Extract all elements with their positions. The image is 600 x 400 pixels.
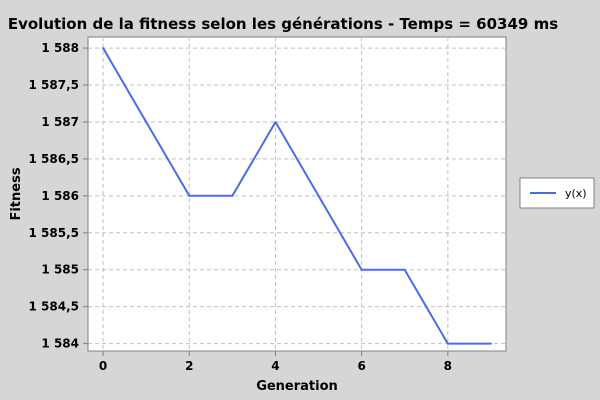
x-tick-label: 6 (357, 359, 365, 373)
data-point (360, 268, 363, 271)
data-point (446, 342, 449, 345)
data-point (231, 194, 234, 197)
y-tick-label: 1 585 (41, 263, 79, 277)
legend-label: y(x) (565, 187, 587, 200)
series-line (102, 47, 491, 345)
legend: y(x) (519, 177, 595, 209)
y-tick-label: 1 588 (41, 41, 79, 55)
y-tick-label: 1 584 (41, 337, 79, 351)
data-point (274, 120, 277, 123)
series (102, 47, 492, 345)
chart-title: Evolution de la fitness selon les généra… (8, 15, 558, 33)
x-axis-ticks: 0 2 4 6 8 (99, 351, 452, 373)
x-axis-label: Generation (256, 379, 338, 394)
data-point (317, 194, 320, 197)
y-tick-label: 1 586,5 (29, 152, 79, 166)
x-tick-label: 2 (185, 359, 193, 373)
y-tick-label: 1 586 (41, 189, 79, 203)
axes (87, 37, 506, 352)
y-tick-label: 1 587 (41, 115, 79, 129)
y-tick-label: 1 584,5 (29, 300, 79, 314)
y-axis-ticks: 1 584 1 584,5 1 585 1 585,5 1 586 1 586,5 1 58… (29, 41, 88, 351)
data-point (102, 47, 105, 50)
y-tick-label: 1 585,5 (29, 226, 79, 240)
data-point (188, 194, 191, 197)
y-tick-label: 1 587,5 (29, 78, 79, 92)
x-tick-label: 8 (444, 359, 452, 373)
grid (88, 37, 506, 351)
plot-area (87, 36, 507, 352)
data-point (489, 342, 492, 345)
y-axis-label: Fitness (9, 167, 24, 220)
data-point (145, 120, 148, 123)
x-tick-label: 0 (99, 359, 107, 373)
data-point (403, 268, 406, 271)
x-tick-label: 4 (271, 359, 279, 373)
